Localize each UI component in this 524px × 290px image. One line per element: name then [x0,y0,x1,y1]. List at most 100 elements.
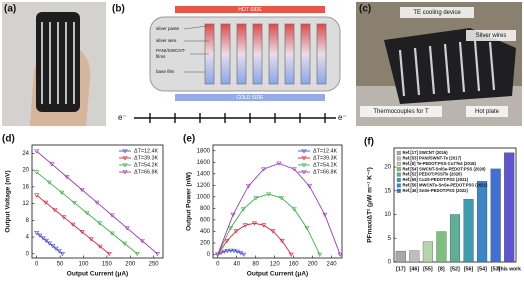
legend-label: Ref.[56] MWCNTs-SnSe-PEDOT:PSS (2021) [403,183,488,188]
x-tick-label: 0 [35,262,39,268]
y-axis-label: PFmax/ΔT² (μW m⁻¹ K⁻²) [367,167,374,242]
bar [422,241,433,263]
marker [34,231,40,236]
marker [241,252,247,257]
marker [304,226,310,231]
hot-label: HOT SIDE [238,7,262,13]
y-tick-label: 8 [26,218,30,224]
bar [449,214,461,263]
part-label: silver wire [156,38,177,43]
x-tick-label: 50 [57,262,64,268]
marker [288,252,294,257]
legend-swatch [396,178,401,182]
bar [477,181,488,263]
device [384,28,516,104]
marker [279,239,285,244]
marker [53,246,59,251]
note: Silver wires [476,33,507,39]
y-tick-label: 1400 [197,171,211,177]
legend-label: ΔT=39.3K [134,155,159,161]
marker [253,196,259,201]
note-box [400,7,474,18]
x-tick-label: [8] [438,266,445,272]
note: Hot plate [475,109,500,115]
legend-swatch [396,188,401,193]
series-line [217,162,341,255]
cold-label: COLD SIDE [237,95,265,101]
x-tick-label: 80 [252,262,259,268]
legend-marker [301,163,307,168]
marker [49,162,55,167]
marker [228,248,234,253]
x-tick-label: [53] [491,266,501,272]
marker [245,184,251,189]
marker [97,221,103,226]
legend-label: ΔT=54.2K [134,162,159,168]
marker [37,233,43,238]
marker [231,249,237,254]
marker [134,252,140,257]
y-tick-label: 5 [388,236,392,242]
y-tick-label: 800 [200,206,211,212]
electron-label: e⁻ [118,113,127,122]
x-tick-label: 120 [270,262,281,268]
panel-b: (b) HOT SIDE silver paste silver wire PA… [112,4,347,123]
marker [59,190,65,195]
x-tick-label: 160 [289,262,300,268]
y-tick-label: 600 [200,218,211,224]
x-tick-label: [17] [396,266,406,272]
x-tick-label: 0 [216,262,220,268]
x-tick-label: 100 [78,262,89,268]
legend-label: Ref.[17] SWCNT (2016) [403,150,449,155]
x-tick-label: 40 [233,262,240,268]
legend-label: ΔT=39.3K [313,155,338,161]
x-tick-label: This work [498,266,522,272]
marker [59,252,65,257]
marker [154,252,160,257]
marker [221,249,227,254]
x-tick-label: 200 [308,262,319,268]
marker [56,249,62,254]
marker [106,252,112,257]
legend-swatch [396,183,401,188]
legend-label: Ref.[53] PANI/SWNT-Te (2017) [403,156,462,161]
legend-label: Ref.[8] Te-PEDOT:PSS-Cu7Te4 (2018) [403,161,477,166]
x-tick-label: [46] [410,266,420,272]
y-tick-label: 200 [200,241,211,247]
x-tick-label: 250 [149,262,160,268]
legend-label: ΔT=66.8K [313,169,338,175]
legend-marker [122,156,128,161]
y-tick-label: 0 [26,251,30,257]
marker [242,223,248,228]
series-line [36,150,158,255]
bar [490,168,501,263]
marker [124,226,130,231]
x-tick-label: 240 [327,262,338,268]
series-line [36,171,138,255]
marker [43,200,49,205]
legend-marker [122,163,128,168]
series-line [217,222,292,255]
marker [139,239,145,244]
x-tick-label: [56] [464,266,474,272]
legend-swatch [396,161,401,166]
legend-marker [301,149,307,154]
marker [94,200,100,205]
note-box [466,106,508,117]
marker [43,238,49,244]
y-tick-label: 1000 [197,194,211,200]
marker [317,252,323,257]
x-axis-label: Output Current (μA) [67,271,128,278]
y-tick-label: 12 [22,201,29,207]
y-tick-label: 1800 [197,148,211,154]
panel-label: (e) [183,134,195,145]
marker [34,170,40,175]
marker [240,207,246,212]
device-legs [398,40,496,97]
y-axis-label: Output Voltage (mV) [5,170,12,232]
marker [224,239,230,244]
marker [109,231,115,236]
x-tick-label: 150 [102,262,113,268]
legend-marker [301,156,307,161]
y-tick-label: 20 [22,168,29,174]
